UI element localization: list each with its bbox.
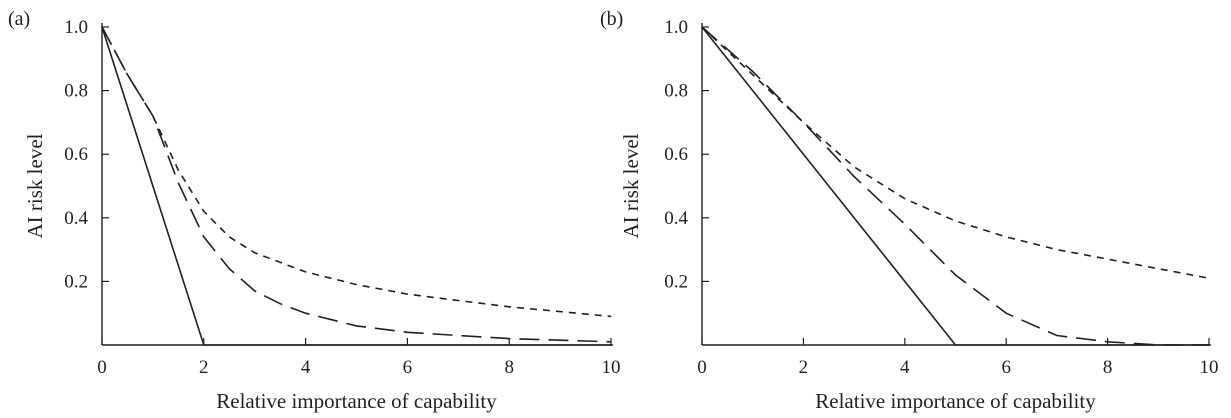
panel-a: (a) 0.2 0.4 0.6 0.8 1.0 0 2 4 6 8 10 Relative import… xyxy=(8,8,621,413)
x-tick-label: 0 xyxy=(97,357,107,378)
x-tick-label: 8 xyxy=(504,357,514,378)
y-tick-label: 0.2 xyxy=(64,271,88,292)
series-long-dash-line xyxy=(101,26,612,343)
x-tick-label: 0 xyxy=(697,357,707,378)
x-tick-label: 4 xyxy=(900,357,910,378)
panel-b: (b) 0.2 0.4 0.6 0.8 1.0 0 2 4 6 8 10 Relative import… xyxy=(600,8,1219,413)
y-axis-title: AI risk level xyxy=(619,133,643,238)
x-tick-label: 6 xyxy=(403,357,413,378)
series-short-dash-line xyxy=(101,26,612,318)
x-tick-label: 2 xyxy=(199,357,209,378)
x-tick-label: 8 xyxy=(1103,357,1113,378)
x-tick-label: 10 xyxy=(602,357,621,378)
x-axis-title: Relative importance of capability xyxy=(216,389,497,413)
y-axis-title: AI risk level xyxy=(23,133,47,238)
x-axis-title: Relative importance of capability xyxy=(815,389,1096,413)
series-solid-line xyxy=(701,26,1209,346)
y-tick-label: 1.0 xyxy=(64,17,88,38)
x-tick-label: 6 xyxy=(1001,357,1011,378)
x-tick-label: 2 xyxy=(799,357,809,378)
y-tick-label: 0.6 xyxy=(664,144,688,165)
y-tick-label: 1.0 xyxy=(664,17,688,38)
y-tick-label: 0.6 xyxy=(64,144,88,165)
y-tick-label: 0.4 xyxy=(664,208,688,229)
panel-label: (b) xyxy=(600,8,623,30)
y-tick-label: 0.4 xyxy=(64,208,88,229)
series-long-dash-line xyxy=(701,26,1209,346)
y-tick-label: 0.8 xyxy=(64,81,88,102)
y-tick-label: 0.8 xyxy=(664,81,688,102)
y-tick-label: 0.2 xyxy=(664,271,688,292)
panel-label: (a) xyxy=(8,8,30,30)
x-tick-label: 4 xyxy=(301,357,311,378)
series-short-dash-line xyxy=(701,26,1210,279)
x-tick-label: 10 xyxy=(1200,357,1219,378)
series-solid-line xyxy=(101,26,611,346)
